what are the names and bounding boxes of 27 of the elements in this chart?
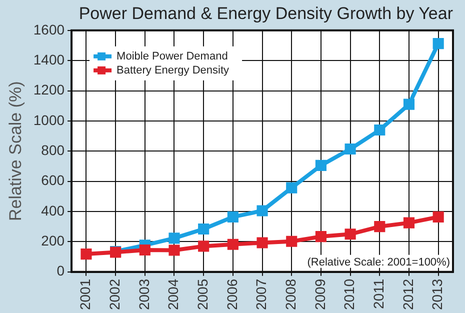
y-tick-label: 600 [41, 172, 65, 188]
y-tick-label: 1600 [33, 21, 65, 38]
x-tick-label: 2011 [370, 278, 387, 309]
x-tick-label: 2003 [136, 278, 152, 310]
annotation: (Relative Scale: 2001=100%) [307, 256, 450, 268]
y-tick-label: 1000 [33, 112, 65, 128]
x-tick-label: 2002 [106, 278, 122, 310]
x-tick-label: 2004 [165, 278, 182, 310]
x-tick-label: 2010 [341, 278, 358, 310]
x-tick-label: 2006 [224, 278, 240, 310]
y-tick-label: 200 [41, 232, 65, 249]
x-tick-label: 2008 [282, 278, 298, 310]
x-tick-label: 2013 [429, 278, 446, 310]
x-tick-label: 2005 [194, 278, 210, 310]
legend-label: Moible Power Demand [116, 50, 228, 62]
x-tick-label: 2009 [312, 278, 328, 310]
legend-label: Battery Energy Density [116, 64, 230, 76]
x-tick-label: 2012 [400, 278, 416, 310]
y-axis-title: Relative Scale (%) [6, 81, 25, 222]
x-tick-label: 2001 [77, 278, 94, 310]
y-tick-label: 1400 [33, 51, 65, 68]
y-tick-label: 400 [41, 202, 65, 218]
x-tick-label: 2007 [253, 278, 270, 310]
y-tick-label: 800 [41, 142, 65, 158]
y-tick-label: 1200 [33, 82, 65, 98]
chart-title: Power Demand & Energy Density Growth by Year [78, 4, 454, 23]
y-tick-label: 0 [56, 262, 65, 279]
